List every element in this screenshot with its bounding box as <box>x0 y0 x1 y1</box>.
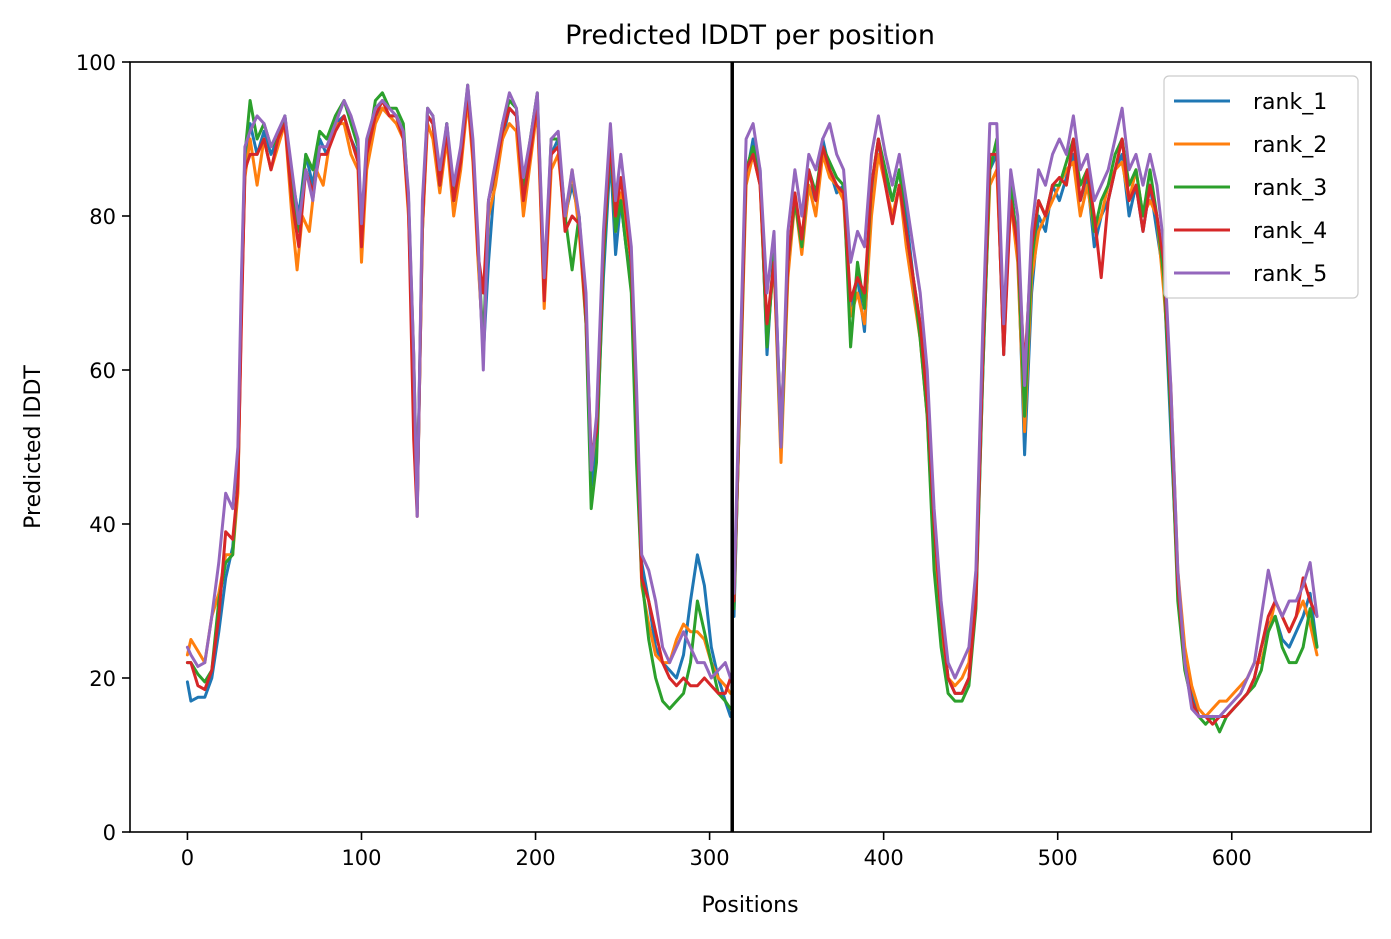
legend-label-rank_1: rank_1 <box>1253 90 1327 115</box>
y-axis-ticks: 0 20 40 60 80 100 <box>76 51 130 845</box>
plot-frame <box>129 61 1372 833</box>
y-tick-label: 20 <box>89 667 116 691</box>
y-tick-label: 0 <box>103 821 116 845</box>
legend: rank_1 rank_2 rank_3 rank_4 rank_5 <box>1163 75 1359 299</box>
x-tick-label: 400 <box>864 846 904 870</box>
y-tick-label: 80 <box>89 205 116 229</box>
legend-items: rank_1 rank_2 rank_3 rank_4 rank_5 <box>1174 90 1327 287</box>
series-line-rank_3-segment-2 <box>732 137 1319 734</box>
y-tick-label: 40 <box>89 513 116 537</box>
y-tick-label: 60 <box>89 359 116 383</box>
x-tick-label: 600 <box>1212 846 1252 870</box>
y-tick-label: 100 <box>76 51 116 75</box>
x-tick-label: 500 <box>1038 846 1078 870</box>
series-line-rank_2-segment-2 <box>732 152 1319 718</box>
x-tick-label: 300 <box>690 846 730 870</box>
legend-box <box>1163 75 1359 299</box>
series-line-rank_5-segment-2 <box>732 106 1319 718</box>
series-layer <box>185 83 1319 734</box>
y-axis-label: Predicted lDDT <box>21 365 46 529</box>
legend-label-rank_3: rank_3 <box>1253 176 1327 201</box>
x-axis-label: Positions <box>701 893 798 918</box>
chart-title: Predicted lDDT per position <box>565 20 935 51</box>
x-tick-label: 200 <box>515 846 555 870</box>
x-tick-label: 100 <box>341 846 381 870</box>
series-line-rank_5-segment-1 <box>185 83 732 680</box>
legend-label-rank_5: rank_5 <box>1253 262 1327 287</box>
x-axis-ticks: 0 100 200 300 400 500 600 <box>181 832 1252 870</box>
legend-label-rank_4: rank_4 <box>1253 219 1327 244</box>
x-tick-label: 0 <box>181 846 194 870</box>
legend-label-rank_2: rank_2 <box>1253 133 1327 158</box>
